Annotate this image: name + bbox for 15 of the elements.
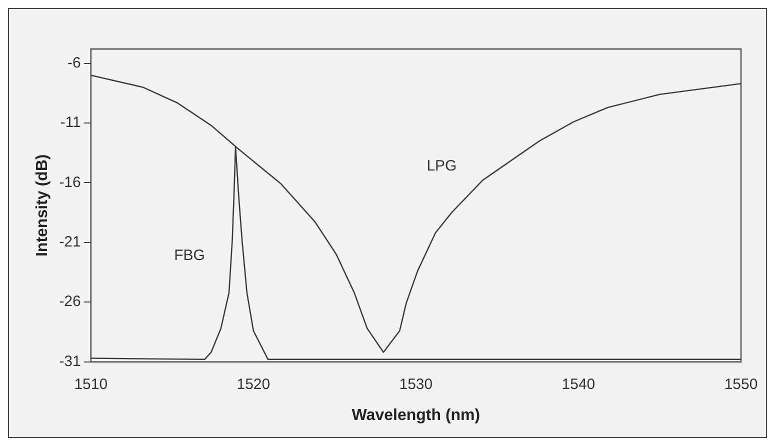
series-label: LPG	[426, 158, 457, 175]
y-axis-title: Intensity (dB)	[34, 154, 52, 257]
x-axis-title: Wavelength (nm)	[352, 406, 480, 424]
y-tick-label: -16	[59, 174, 81, 191]
y-tick-label: -11	[60, 114, 81, 132]
x-tick-label: 1510	[74, 376, 108, 393]
x-tick-label: 1550	[724, 376, 758, 393]
series-label: FBG	[174, 247, 205, 264]
y-tick-label: -26	[59, 293, 81, 310]
y-tick-label: -21	[59, 234, 81, 251]
y-tick-label: -31	[59, 352, 81, 370]
x-tick-label: 1520	[236, 376, 270, 393]
x-tick-label: 1530	[399, 376, 433, 393]
x-tick-label: 1540	[562, 376, 596, 393]
y-tick-label: -6	[68, 54, 81, 72]
